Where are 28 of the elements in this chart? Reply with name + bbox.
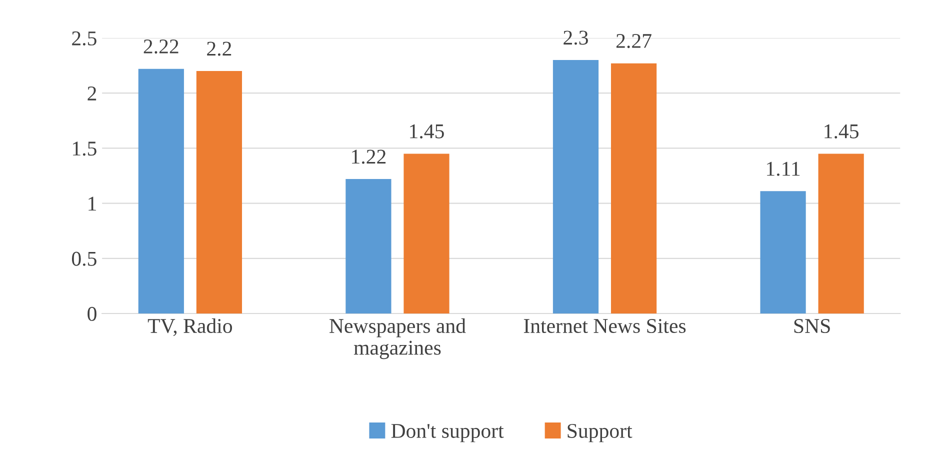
legend-label: Don't support — [391, 424, 504, 442]
x-tick-label: Internet News Sites — [524, 319, 686, 334]
y-tick-label: 0.5 — [72, 252, 96, 266]
bar — [760, 191, 806, 314]
y-tick-label: 0 — [88, 306, 96, 321]
x-tick-label: SNS — [794, 319, 830, 334]
data-label: 2.3 — [564, 30, 588, 45]
data-label: 2.27 — [616, 34, 652, 48]
data-label: 1.22 — [352, 150, 386, 164]
bar — [138, 68, 184, 314]
data-label: 1.45 — [824, 124, 858, 138]
y-tick-label: 2.5 — [72, 31, 96, 46]
bar — [610, 63, 657, 314]
data-label: 2.2 — [207, 42, 232, 56]
y-tick-label: 2 — [88, 86, 96, 100]
bar — [346, 179, 392, 314]
data-label: 1.11 — [767, 162, 800, 176]
bar — [404, 154, 450, 314]
bar — [818, 154, 864, 314]
y-tick-label: 1 — [88, 196, 96, 211]
legend-label: Support — [568, 424, 632, 442]
x-tick-label: Newspapers and magazines — [330, 318, 466, 360]
bar — [552, 60, 599, 314]
bar — [196, 71, 242, 314]
data-label: 2.22 — [144, 40, 178, 54]
y-tick-label: 1.5 — [73, 142, 96, 156]
data-label: 1.45 — [410, 124, 444, 138]
x-tick-label: TV, Radio — [148, 318, 232, 336]
